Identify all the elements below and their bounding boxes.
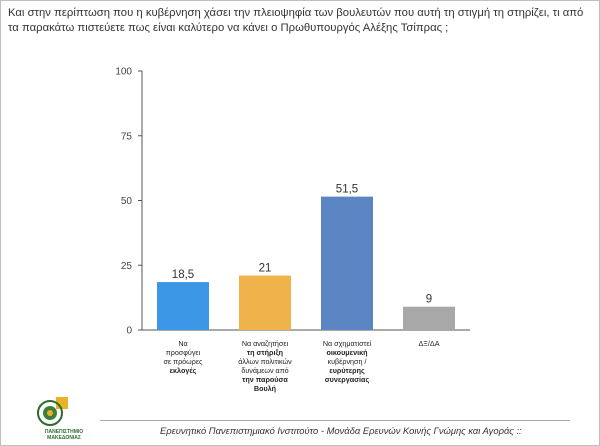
x-category-label-line: Να bbox=[178, 339, 187, 348]
x-category-label-line: ΔΞ/ΔΑ bbox=[418, 339, 439, 348]
bar bbox=[157, 282, 209, 330]
bar-value-label: 21 bbox=[259, 263, 272, 275]
x-category-label-line: εκλογές bbox=[170, 366, 197, 375]
x-category-label-line: προσφύγει bbox=[166, 348, 201, 357]
x-category-label-line: την παρούσα bbox=[242, 375, 288, 384]
x-category-label-line: κυβέρνηση / bbox=[328, 357, 367, 366]
logo-outer-ring bbox=[37, 400, 63, 426]
x-category-label-line: τη στήριξη bbox=[247, 348, 283, 357]
logo-caption-line2: ΜΑΚΕΔΟΝΙΑΣ bbox=[47, 435, 81, 441]
y-tick-label: 25 bbox=[121, 261, 133, 272]
x-category-label: ΔΞ/ΔΑ bbox=[418, 339, 439, 348]
bar-value-label: 51,5 bbox=[336, 184, 358, 196]
bar-value-label: 18,5 bbox=[172, 269, 194, 281]
x-category-label-line: Να σχηματιστεί bbox=[323, 339, 372, 348]
x-category-label: Να αναζητήσει τη στήριξη άλλων πολιτικών δυ… bbox=[238, 339, 292, 393]
bar bbox=[321, 196, 373, 330]
footer-divider bbox=[100, 420, 570, 443]
x-category-label-line: ευρύτερης bbox=[329, 366, 365, 375]
university-seal-logo bbox=[37, 397, 68, 426]
x-category-label: Να σχηματιστεί οικουμενική κυβέρνηση / ευρύ… bbox=[323, 339, 372, 384]
x-category-label-line: Να αναζητήσει bbox=[242, 339, 289, 348]
footer-institute: Ερευνητικό Πανεπιστημιακό Ινστιτούτο - Μ… bbox=[160, 425, 522, 436]
survey-question: Και στην περίπτωση που η κυβέρνηση χάσει… bbox=[8, 7, 584, 34]
y-tick-label: 0 bbox=[126, 326, 132, 337]
x-category-label-line: σε πρόωρες bbox=[163, 357, 203, 366]
x-category-label-line: οικουμενική bbox=[327, 348, 368, 357]
logo-center bbox=[47, 410, 53, 416]
bar bbox=[239, 275, 291, 330]
logo-caption-line1: ΠΑΝΕΠΙΣΤΗΜΙΟ bbox=[44, 429, 84, 435]
y-tick-label: 50 bbox=[121, 196, 133, 207]
x-category-label: Να προσφύγει σε πρόωρες εκλογές bbox=[163, 339, 203, 375]
x-category-label-line: άλλων πολιτικών bbox=[238, 357, 292, 366]
bar-value-label: 9 bbox=[426, 294, 432, 306]
x-category-label-line: Βουλή bbox=[254, 384, 276, 393]
y-tick-label: 100 bbox=[115, 67, 132, 78]
bar bbox=[403, 306, 455, 330]
x-category-label-line: δυνάμεων από bbox=[241, 366, 288, 375]
logo-caption: ΠΑΝΕΠΙΣΤΗΜΙΟ ΜΑΚΕΔΟΝΙΑΣ bbox=[40, 429, 88, 441]
y-tick-label: 75 bbox=[121, 131, 133, 142]
x-category-label-line: συνεργασίας bbox=[325, 375, 370, 384]
